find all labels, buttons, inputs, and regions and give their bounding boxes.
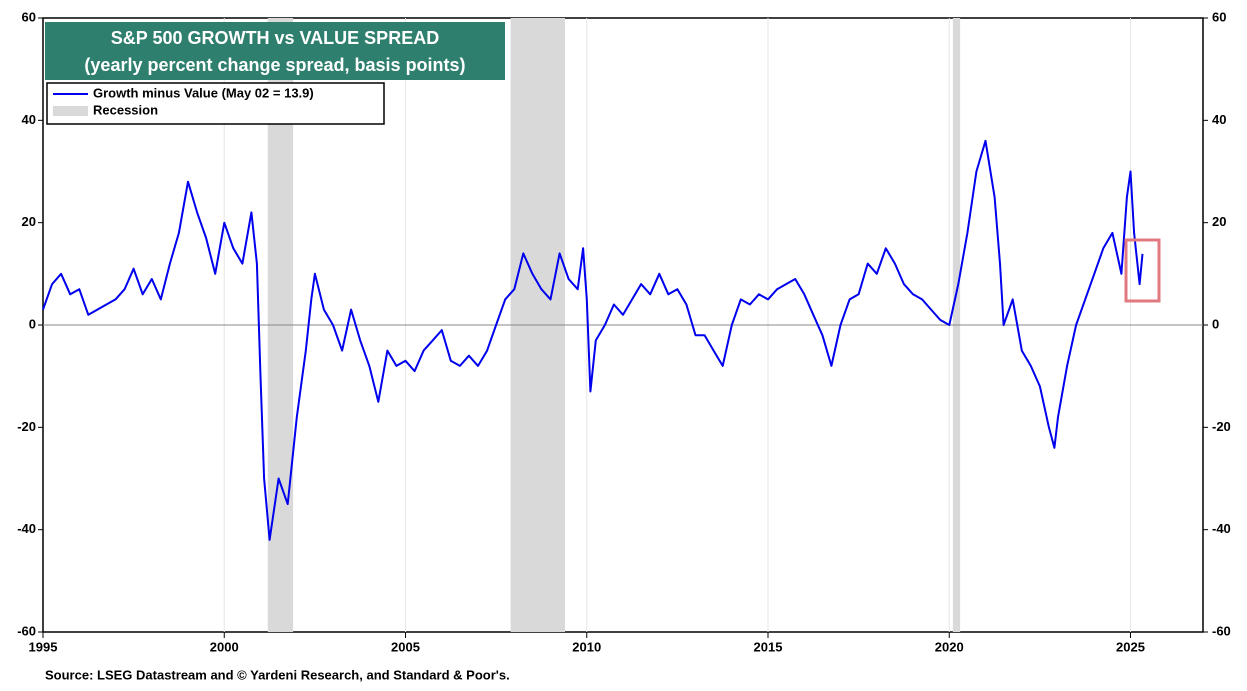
source-note: Source: LSEG Datastream and © Yardeni Re… xyxy=(45,667,510,682)
x-tick-label: 2025 xyxy=(1116,639,1145,654)
y-tick-label: 60 xyxy=(22,9,36,24)
x-tick-label: 2000 xyxy=(210,639,239,654)
legend-swatch xyxy=(53,106,88,116)
y2-tick-label: -60 xyxy=(1212,623,1231,638)
y-tick-label: 0 xyxy=(29,316,36,331)
foreground-layer: 1995 2000 2005 2010 2015 2020 2025-60-40-20020… xyxy=(17,9,1231,654)
legend-label: Growth minus Value (May 02 = 13.9) xyxy=(93,85,314,100)
y-tick-label: 40 xyxy=(22,112,36,127)
data-line xyxy=(42,139,1144,541)
legend-box xyxy=(46,82,385,125)
y2-tick-label: 20 xyxy=(1212,214,1226,229)
x-tick-label: 1995 xyxy=(29,639,58,654)
title-box xyxy=(45,22,505,80)
x-tick-label: 2005 xyxy=(391,639,420,654)
y2-tick-label: 40 xyxy=(1212,112,1226,127)
y-tick-label: -20 xyxy=(17,419,36,434)
x-tick-label: 2015 xyxy=(754,639,783,654)
chart-subtitle: (yearly percent change spread, basis poi… xyxy=(84,55,465,75)
highlight-box xyxy=(1124,238,1161,303)
y-tick-label: -40 xyxy=(17,521,36,536)
y2-tick-label: 60 xyxy=(1212,9,1226,24)
legend-label: Recession xyxy=(93,102,158,117)
y-tick-label: -60 xyxy=(17,623,36,638)
y2-tick-label: -20 xyxy=(1212,419,1231,434)
x-tick-label: 2020 xyxy=(935,639,964,654)
chart-title: S&P 500 GROWTH vs VALUE SPREAD xyxy=(111,28,439,48)
x-tick-label: 2010 xyxy=(572,639,601,654)
y2-tick-label: 0 xyxy=(1212,316,1219,331)
y-tick-label: 20 xyxy=(22,214,36,229)
y2-tick-label: -40 xyxy=(1212,521,1231,536)
